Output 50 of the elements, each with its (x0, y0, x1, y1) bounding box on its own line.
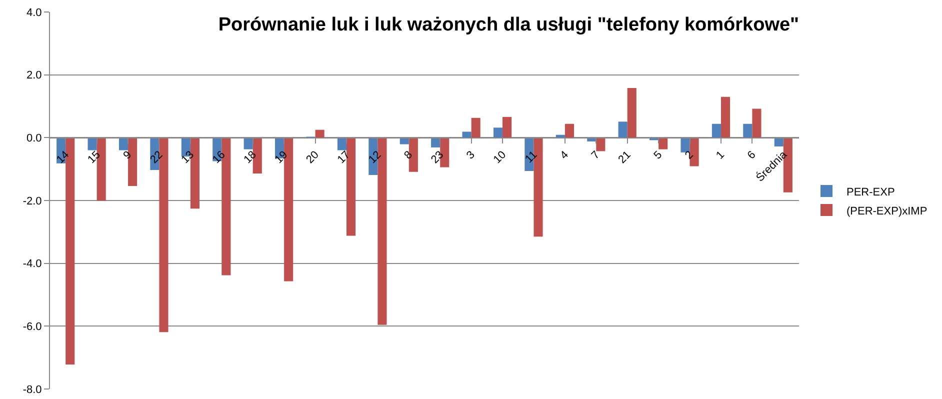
x-tick-label: 10 (491, 148, 509, 166)
bar (471, 118, 480, 138)
bar (502, 116, 512, 138)
x-tick-label: 4 (558, 148, 571, 162)
x-tick-label: 19 (272, 148, 290, 166)
y-tick-label: -6.0 (22, 321, 42, 334)
x-tick-label: 14 (54, 148, 72, 166)
x-tick-label: 22 (148, 148, 166, 166)
bar (493, 128, 503, 138)
bar (315, 130, 324, 138)
bar (680, 138, 690, 152)
x-tick-label: 12 (366, 148, 384, 166)
y-tick-label: -4.0 (22, 258, 42, 270)
chart-title: Porównanie luk i luk ważonych dla usługi "telefony komórkowe" (218, 14, 800, 36)
y-tick-label: -8.0 (22, 384, 42, 396)
x-tick-label: 2 (682, 148, 696, 162)
x-tick-label: 5 (652, 148, 665, 162)
x-tick-label: 6 (745, 148, 758, 162)
x-tick-label: 17 (335, 148, 352, 166)
legend-label: PER-EXP (846, 186, 895, 198)
bar (462, 132, 472, 138)
bar (618, 122, 628, 138)
bar (596, 138, 606, 152)
y-tick-label: 4.0 (26, 6, 42, 19)
x-tick-label: 21 (616, 148, 634, 166)
bar (720, 96, 730, 138)
bar (658, 138, 668, 150)
y-tick-label: 0.0 (26, 132, 42, 145)
bar (752, 108, 762, 138)
bar (564, 124, 574, 138)
x-tick-label: 7 (589, 148, 602, 162)
bar (712, 124, 721, 138)
x-tick-label: 23 (428, 148, 446, 166)
bar (244, 138, 253, 150)
bar (346, 138, 356, 236)
x-tick-label: 18 (242, 148, 259, 166)
x-tick-label: 1 (714, 148, 727, 162)
x-tick-label: 11 (523, 148, 540, 166)
bar (627, 88, 636, 138)
x-tick-label: 13 (179, 148, 196, 166)
x-tick-label: 8 (402, 148, 415, 162)
y-tick-label: -2.0 (22, 195, 42, 208)
x-tick-label: 9 (121, 148, 134, 162)
x-tick-label: 3 (464, 148, 478, 162)
y-tick-label: 2.0 (26, 70, 42, 82)
x-tick-label: 15 (86, 148, 103, 166)
legend-label: (PER-EXP)xIMP (846, 205, 928, 218)
x-tick-label: 16 (210, 148, 228, 166)
bar (743, 124, 752, 138)
x-tick-label: 20 (304, 148, 322, 166)
